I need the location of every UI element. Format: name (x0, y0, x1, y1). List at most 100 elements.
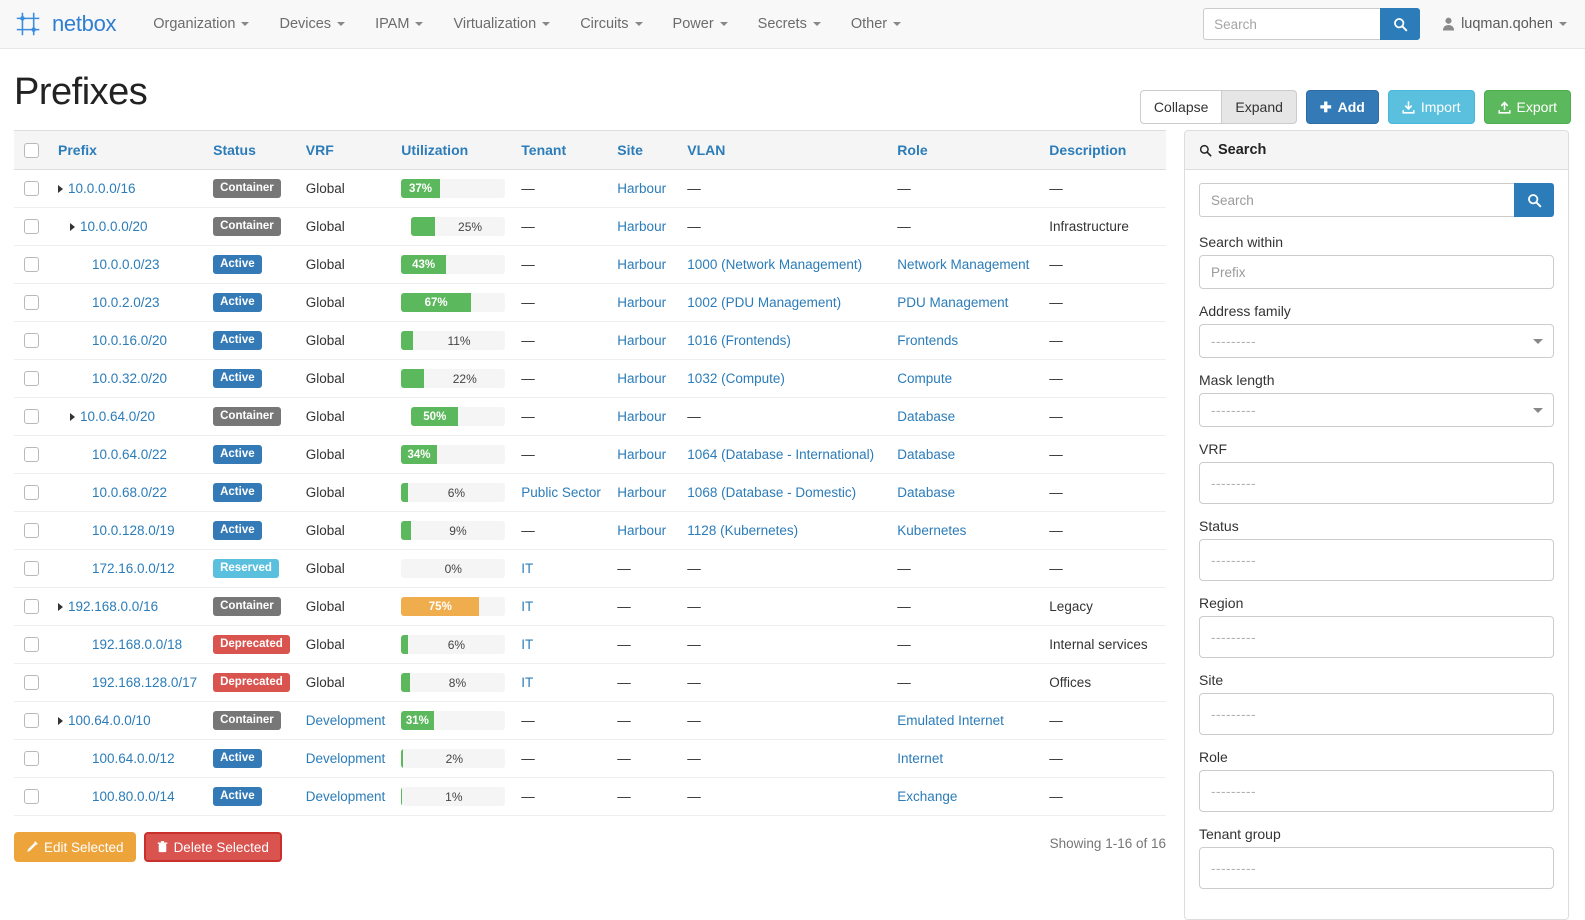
column-header-prefix[interactable]: Prefix (50, 130, 206, 170)
role-link[interactable]: Compute (897, 371, 953, 386)
vlan-link[interactable]: 1068 (Database - Domestic) (687, 485, 857, 500)
nav-item-ipam[interactable]: IPAM (360, 8, 438, 40)
role-link[interactable]: Network Management (897, 257, 1030, 272)
row-select-checkbox[interactable] (24, 789, 39, 804)
site-link[interactable]: Harbour (617, 485, 667, 500)
filter-multiselect-role[interactable]: --------- (1199, 770, 1554, 812)
expand-caret-icon[interactable] (58, 602, 63, 611)
prefix-link[interactable]: 192.168.128.0/17 (92, 675, 198, 690)
nav-item-circuits[interactable]: Circuits (565, 8, 657, 40)
tenant-link[interactable]: IT (521, 561, 534, 576)
global-search-input[interactable] (1203, 8, 1381, 40)
column-header-description[interactable]: Description (1041, 130, 1166, 170)
global-search-button[interactable] (1380, 8, 1421, 40)
brand-logo-link[interactable]: netbox (10, 9, 117, 39)
nav-item-secrets[interactable]: Secrets (743, 8, 836, 40)
role-link[interactable]: PDU Management (897, 295, 1009, 310)
prefix-link[interactable]: 100.80.0.0/14 (92, 789, 175, 804)
row-select-checkbox[interactable] (24, 371, 39, 386)
role-link[interactable]: Emulated Internet (897, 713, 1004, 728)
prefix-link[interactable]: 10.0.128.0/19 (92, 523, 175, 538)
role-link[interactable]: Database (897, 409, 956, 424)
prefix-link[interactable]: 192.168.0.0/18 (92, 637, 183, 652)
tenant-link[interactable]: IT (521, 637, 534, 652)
role-link[interactable]: Kubernetes (897, 523, 967, 538)
site-link[interactable]: Harbour (617, 257, 667, 272)
role-link[interactable]: Internet (897, 751, 944, 766)
prefix-link[interactable]: 100.64.0.0/10 (68, 713, 151, 728)
row-select-checkbox[interactable] (24, 447, 39, 462)
site-link[interactable]: Harbour (617, 181, 667, 196)
column-header-role[interactable]: Role (889, 130, 1042, 170)
row-select-checkbox[interactable] (24, 751, 39, 766)
filter-multiselect-tenant-group[interactable]: --------- (1199, 847, 1554, 889)
prefix-link[interactable]: 100.64.0.0/12 (92, 751, 175, 766)
expand-caret-icon[interactable] (58, 184, 63, 193)
filter-select-address-family[interactable]: --------- (1199, 324, 1554, 358)
nav-item-devices[interactable]: Devices (264, 8, 360, 40)
prefix-link[interactable]: 10.0.32.0/20 (92, 371, 168, 386)
vrf-link[interactable]: Development (305, 789, 386, 804)
column-header-site[interactable]: Site (609, 130, 680, 170)
prefix-link[interactable]: 10.0.0.0/16 (68, 181, 136, 196)
row-select-checkbox[interactable] (24, 675, 39, 690)
prefix-link[interactable]: 10.0.64.0/20 (80, 409, 156, 424)
vrf-link[interactable]: Development (305, 713, 386, 728)
row-select-checkbox[interactable] (24, 485, 39, 500)
expand-button[interactable]: Expand (1221, 90, 1297, 124)
export-button[interactable]: Export (1483, 90, 1571, 124)
prefix-link[interactable]: 192.168.0.0/16 (68, 599, 159, 614)
row-select-checkbox[interactable] (24, 561, 39, 576)
row-select-checkbox[interactable] (24, 181, 39, 196)
site-link[interactable]: Harbour (617, 409, 667, 424)
prefix-link[interactable]: 10.0.16.0/20 (92, 333, 168, 348)
role-link[interactable]: Database (897, 485, 956, 500)
row-select-checkbox[interactable] (24, 295, 39, 310)
column-header-tenant[interactable]: Tenant (513, 130, 610, 170)
nav-item-virtualization[interactable]: Virtualization (438, 8, 565, 40)
nav-item-power[interactable]: Power (658, 8, 743, 40)
prefix-link[interactable]: 10.0.64.0/22 (92, 447, 168, 462)
vlan-link[interactable]: 1000 (Network Management) (687, 257, 863, 272)
nav-item-other[interactable]: Other (836, 8, 916, 40)
column-header-vlan[interactable]: VLAN (679, 130, 890, 170)
expand-caret-icon[interactable] (70, 412, 75, 421)
filter-input-search-within[interactable] (1199, 255, 1554, 289)
row-select-checkbox[interactable] (24, 713, 39, 728)
row-select-checkbox[interactable] (24, 599, 39, 614)
row-select-checkbox[interactable] (24, 257, 39, 272)
vlan-link[interactable]: 1032 (Compute) (687, 371, 785, 386)
filter-multiselect-status[interactable]: --------- (1199, 539, 1554, 581)
tenant-link[interactable]: IT (521, 675, 534, 690)
row-select-checkbox[interactable] (24, 523, 39, 538)
vlan-link[interactable]: 1128 (Kubernetes) (687, 523, 799, 538)
site-link[interactable]: Harbour (617, 523, 667, 538)
prefix-link[interactable]: 10.0.0.0/20 (80, 219, 148, 234)
expand-caret-icon[interactable] (70, 222, 75, 231)
filter-multiselect-site[interactable]: --------- (1199, 693, 1554, 735)
prefix-link[interactable]: 10.0.2.0/23 (92, 295, 160, 310)
row-select-checkbox[interactable] (24, 409, 39, 424)
nav-item-organization[interactable]: Organization (138, 8, 264, 40)
site-link[interactable]: Harbour (617, 447, 667, 462)
edit-selected-button[interactable]: Edit Selected (14, 832, 136, 862)
role-link[interactable]: Exchange (897, 789, 958, 804)
row-select-checkbox[interactable] (24, 333, 39, 348)
import-button[interactable]: Import (1387, 90, 1475, 124)
row-select-checkbox[interactable] (24, 637, 39, 652)
prefix-link[interactable]: 10.0.68.0/22 (92, 485, 168, 500)
add-button[interactable]: ✚ Add (1305, 90, 1379, 124)
tenant-link[interactable]: Public Sector (521, 485, 601, 500)
role-link[interactable]: Frontends (897, 333, 959, 348)
prefix-link[interactable]: 10.0.0.0/23 (92, 257, 160, 272)
prefix-link[interactable]: 172.16.0.0/12 (92, 561, 175, 576)
column-header-vrf[interactable]: VRF (297, 130, 394, 170)
vlan-link[interactable]: 1064 (Database - International) (687, 447, 875, 462)
vrf-link[interactable]: Development (305, 751, 386, 766)
expand-caret-icon[interactable] (58, 716, 63, 725)
column-header-utilization[interactable]: Utilization (393, 130, 514, 170)
role-link[interactable]: Database (897, 447, 956, 462)
column-header-status[interactable]: Status (205, 130, 298, 170)
vlan-link[interactable]: 1002 (PDU Management) (687, 295, 842, 310)
filter-multiselect-vrf[interactable]: --------- (1199, 462, 1554, 504)
